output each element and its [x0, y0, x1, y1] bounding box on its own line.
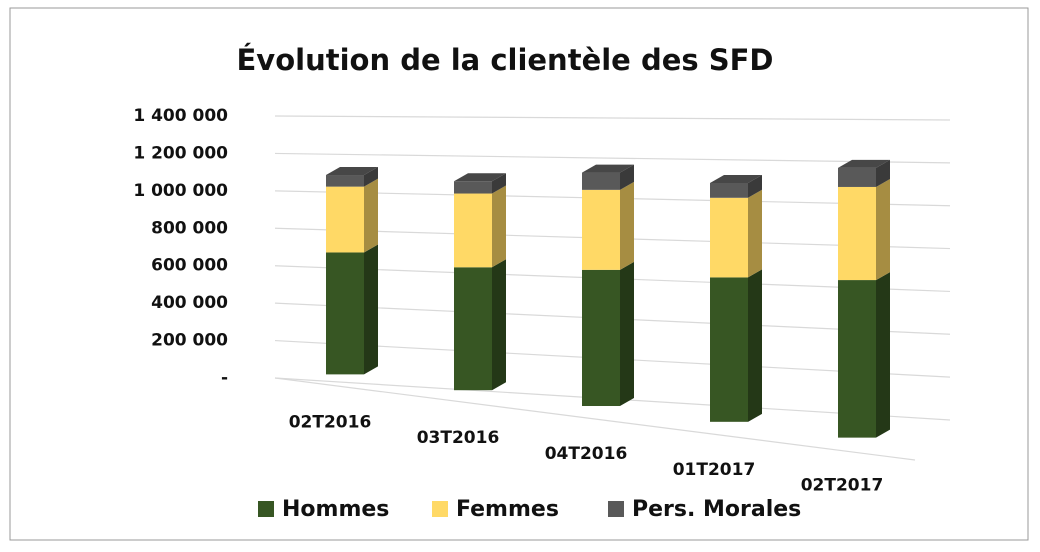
x-tick-label: 02T2016 — [289, 412, 372, 432]
bar-top — [454, 173, 506, 182]
legend-label: Hommes — [282, 497, 389, 522]
bar-side — [492, 259, 506, 391]
chart-title: Évolution de la clientèle des SFD — [237, 43, 774, 77]
bar-segment — [326, 186, 364, 253]
bar-side — [620, 181, 634, 270]
legend-swatch — [258, 501, 274, 517]
bar-segment — [582, 269, 620, 407]
x-tick-label: 02T2017 — [801, 476, 884, 496]
bar-side — [876, 159, 890, 187]
bar-segment — [710, 197, 748, 278]
bar-side — [876, 272, 890, 438]
bar-side — [364, 178, 378, 253]
bar-side — [876, 178, 890, 281]
bar-segment — [710, 183, 748, 198]
bar-top — [710, 175, 762, 184]
bar-segment — [838, 167, 876, 187]
bar-side — [492, 185, 506, 268]
legend-label: Femmes — [456, 497, 559, 522]
y-tick-label: 1 000 000 — [133, 181, 228, 201]
bar-segment — [454, 193, 492, 268]
bar-segment — [582, 189, 620, 270]
legend-swatch — [432, 501, 448, 517]
x-tick-label: 04T2016 — [545, 444, 628, 464]
x-tick-label: 01T2017 — [673, 460, 756, 480]
y-tick-label: 400 000 — [151, 293, 228, 313]
bar-segment — [582, 172, 620, 190]
bar-segment — [454, 181, 492, 194]
bar-segment — [838, 280, 876, 438]
grid-line — [274, 152, 951, 164]
bar-side — [492, 173, 506, 194]
bar-segment — [326, 175, 364, 187]
bar-segment — [710, 277, 748, 422]
floor-edge — [274, 377, 916, 461]
y-tick-label: 600 000 — [151, 256, 228, 276]
bar-side — [364, 167, 378, 187]
y-tick-label: 1 400 000 — [133, 106, 228, 126]
y-tick-label: - — [221, 368, 228, 388]
bar-side — [748, 189, 762, 278]
bar-side — [748, 175, 762, 198]
bar-side — [364, 244, 378, 375]
bar-top — [582, 164, 634, 173]
y-tick-label: 1 200 000 — [133, 143, 228, 163]
y-tick-label: 800 000 — [151, 218, 228, 238]
bar-segment — [454, 267, 492, 391]
bar-top — [838, 159, 890, 168]
y-tick-label: 200 000 — [151, 331, 228, 351]
legend-swatch — [608, 501, 624, 517]
grid-line — [274, 115, 951, 121]
x-tick-label: 03T2016 — [417, 428, 500, 448]
bar-segment — [326, 252, 364, 375]
bar-segment — [838, 186, 876, 281]
bar-side — [620, 261, 634, 407]
bar-side — [620, 164, 634, 190]
bar-side — [748, 269, 762, 422]
bar-top — [326, 167, 378, 176]
legend-label: Pers. Morales — [632, 497, 801, 522]
